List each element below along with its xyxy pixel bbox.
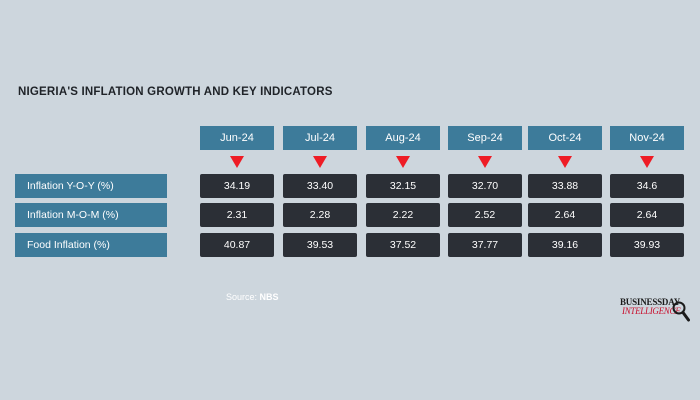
table-cell: 2.28 (283, 203, 357, 227)
down-arrow-icon (396, 156, 410, 168)
column-header: Aug-24 (366, 126, 440, 150)
table-cell: 37.52 (366, 233, 440, 257)
table-cell: 32.15 (366, 174, 440, 198)
down-arrow-icon (558, 156, 572, 168)
column-header: Nov-24 (610, 126, 684, 150)
magnifier-icon (672, 301, 690, 322)
source-value: NBS (259, 292, 279, 302)
table-cell: 32.70 (448, 174, 522, 198)
down-arrow-icon (313, 156, 327, 168)
column-header: Oct-24 (528, 126, 602, 150)
table-cell: 39.53 (283, 233, 357, 257)
row-label: Food Inflation (%) (15, 233, 167, 257)
logo-line2: INTELLIGENCE (622, 306, 681, 316)
table-cell: 2.64 (610, 203, 684, 227)
down-arrow-icon (640, 156, 654, 168)
table-cell: 39.16 (528, 233, 602, 257)
table-cell: 39.93 (610, 233, 684, 257)
source-note: Source: NBS (226, 292, 279, 302)
table-cell: 33.88 (528, 174, 602, 198)
table-cell: 2.31 (200, 203, 274, 227)
table-cell: 37.77 (448, 233, 522, 257)
column-header: Jul-24 (283, 126, 357, 150)
source-label: Source: (226, 292, 258, 302)
chart-title: NIGERIA'S INFLATION GROWTH AND KEY INDIC… (18, 86, 333, 98)
table-cell: 2.22 (366, 203, 440, 227)
down-arrow-icon (230, 156, 244, 168)
table-cell: 34.19 (200, 174, 274, 198)
table-cell: 2.52 (448, 203, 522, 227)
table-cell: 40.87 (200, 233, 274, 257)
businessday-intelligence-logo: BUSINESSDAY INTELLIGENCE (620, 297, 692, 327)
down-arrow-icon (478, 156, 492, 168)
column-header: Jun-24 (200, 126, 274, 150)
table-cell: 33.40 (283, 174, 357, 198)
table-cell: 2.64 (528, 203, 602, 227)
logo-line1: BUSINESSDAY (620, 297, 680, 307)
row-label: Inflation M-O-M (%) (15, 203, 167, 227)
table-cell: 34.6 (610, 174, 684, 198)
row-label: Inflation Y-O-Y (%) (15, 174, 167, 198)
column-header: Sep-24 (448, 126, 522, 150)
